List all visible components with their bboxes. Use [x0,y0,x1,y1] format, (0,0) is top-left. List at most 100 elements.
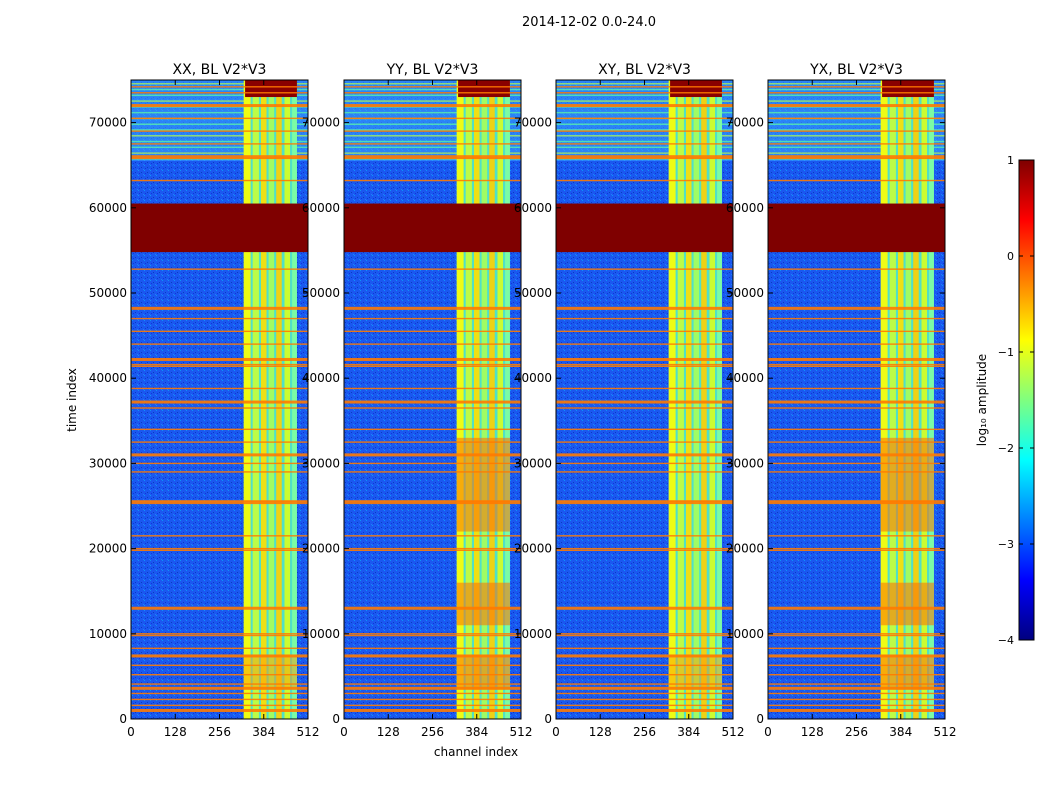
y-tick-label: 10000 [302,627,340,641]
upper-streak [768,129,945,131]
rfi-row [556,365,733,367]
saturated-block [768,203,945,253]
top-saturated-cells [882,80,934,98]
x-tick-label: 512 [722,725,745,739]
channel-strip [880,80,888,719]
y-tick-label: 30000 [89,456,127,470]
rfi-row [768,143,945,145]
rfi-row [556,535,733,537]
rfi-row [556,363,733,366]
x-tick-label: 384 [677,725,700,739]
channel-strip [465,80,472,719]
y-tick-label: 0 [756,712,764,726]
saturated-block [556,203,733,253]
rfi-row [556,104,733,108]
rfi-row [768,104,945,108]
channel-strip [913,80,919,719]
upper-streak [131,129,308,131]
rfi-row [556,92,733,94]
upper-streak [344,146,521,149]
rfi-row [131,130,308,132]
rfi-row [556,692,733,695]
channel-strip [243,80,251,719]
panel-3: YX, BL V2*V3 0 128 256 384 512 0 10000 20000 3000… [726,62,957,739]
channel-strip [276,80,282,719]
rfi-row [344,633,521,635]
rfi-row [131,268,308,270]
x-tick-label: 512 [297,725,320,739]
rfi-row [344,104,521,108]
y-tick-label: 50000 [302,286,340,300]
colorbar-tick-label: 1 [1007,154,1014,167]
colorbar-tick-label: −4 [998,634,1014,647]
y-tick-label: 60000 [514,201,552,215]
rfi-row [556,343,733,345]
upper-streak [768,111,945,114]
upper-streak [556,135,733,137]
rfi-row [344,654,521,658]
rfi-row [768,634,945,637]
rfi-row [344,535,521,537]
upper-streak [344,111,521,114]
rfi-row [344,698,521,701]
rfi-row [131,363,308,366]
rfi-row [768,407,945,409]
upper-streak [556,123,733,125]
y-tick-label: 40000 [89,371,127,385]
rfi-row [556,654,733,658]
rfi-row [131,387,308,390]
rfi-row [768,471,945,473]
y-tick-label: 40000 [726,371,764,385]
channel-strip [456,80,464,719]
rfi-row [344,664,521,667]
y-tick-label: 70000 [514,116,552,130]
rfi-row [768,683,945,685]
rfi-row [131,708,308,712]
rfi-row [556,683,733,685]
rfi-row [344,400,521,404]
heatmap-image [768,80,945,719]
x-tick-label: 128 [801,725,824,739]
rfi-row [556,633,733,635]
rfi-row [768,704,945,707]
channel-strip [497,80,504,719]
saturated-block [344,203,521,253]
rfi-row [344,462,521,465]
rfi-row [131,547,308,550]
rfi-row [556,500,733,502]
rfi-row [344,343,521,345]
top-saturated-cells [458,80,510,98]
channel-strip [489,80,495,719]
y-tick-label: 0 [544,712,552,726]
channel-strip [717,80,722,719]
rfi-row [131,462,308,465]
y-tick-label: 50000 [89,286,127,300]
rfi-row [768,664,945,667]
rfi-row [131,117,308,120]
rfi-row [131,306,308,310]
x-tick-label: 0 [127,725,135,739]
x-tick-label: 384 [252,725,275,739]
rfi-row [344,143,521,145]
rfi-row [131,179,308,182]
upper-streak [131,94,308,97]
panel-1: YY, BL V2*V3 0 128 256 384 512 0 10000 20000 3000… [302,62,533,739]
rfi-row [768,698,945,701]
y-axis-label: time index [65,368,79,432]
y-tick-label: 0 [119,712,127,726]
rfi-row [768,453,945,457]
rfi-row [344,500,521,502]
y-tick-label: 70000 [89,116,127,130]
rfi-row [131,683,308,685]
x-tick-label: 128 [377,725,400,739]
panel-title: XX, BL V2*V3 [173,62,267,78]
rfi-row [768,462,945,465]
rfi-row [556,634,733,637]
channel-strip [905,80,912,719]
upper-streak [344,94,521,97]
upper-streak [556,129,733,131]
y-tick-label: 60000 [726,201,764,215]
rfi-row [131,143,308,145]
rfi-row [556,306,733,310]
rfi-row [131,501,308,505]
